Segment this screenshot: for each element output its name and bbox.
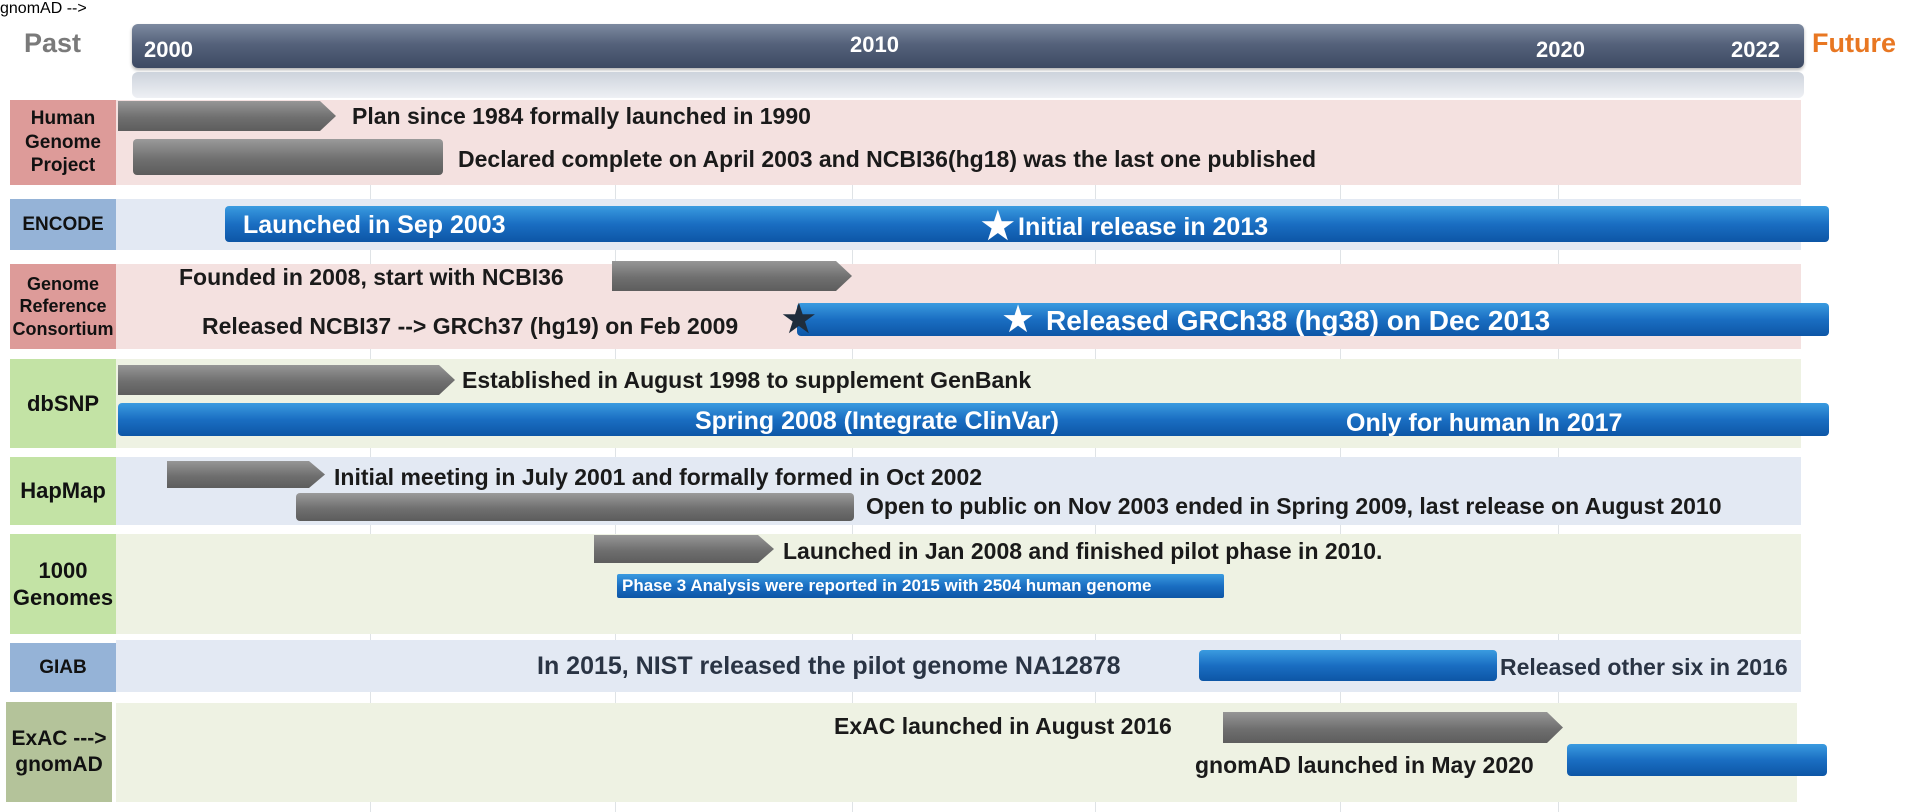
- timeline-arrow: [167, 461, 325, 488]
- gridline: [370, 100, 371, 812]
- year-label-2010: 2010: [850, 32, 899, 57]
- timeline-arrow: [118, 101, 336, 131]
- row-label-1000-genomes: 1000 Genomes: [10, 534, 116, 634]
- row-label-exac-gnomad: ExAC ---> gnomAD: [6, 702, 112, 802]
- event-text: Released other six in 2016: [1500, 654, 1788, 680]
- event-text: Launched in Sep 2003: [243, 211, 506, 239]
- star-icon: ★: [979, 202, 1017, 249]
- blue-period-bar: [617, 574, 1224, 598]
- gridline: [852, 100, 853, 812]
- year-label-2000: 2000: [144, 37, 193, 62]
- gridline: [1558, 100, 1559, 812]
- blue-period-bar: [1567, 744, 1827, 776]
- event-text: In 2015, NIST released the pilot genome …: [537, 652, 1121, 680]
- event-text: Spring 2008 (Integrate ClinVar): [695, 407, 1059, 435]
- row-label-giab: GIAB: [10, 643, 116, 692]
- event-text: Initial release in 2013: [1018, 213, 1269, 241]
- row-label-hgp: Human Genome Project: [10, 100, 116, 185]
- future-label: Future: [1812, 28, 1896, 58]
- star-icon: ★: [1001, 299, 1036, 341]
- gridline: [1095, 100, 1096, 812]
- row-label-dbsnp: dbSNP: [10, 359, 116, 448]
- past-label: Past: [24, 28, 82, 58]
- event-text: ExAC launched in August 2016: [834, 713, 1172, 739]
- row-label-hapmap: HapMap: [10, 457, 116, 525]
- row-band-giab: [116, 640, 1801, 692]
- year-label-2020: 2020: [1536, 37, 1585, 62]
- timeline-arrow: [594, 535, 774, 563]
- star-icon: ★: [780, 295, 818, 342]
- event-text: Established in August 1998 to supplement…: [462, 367, 1032, 393]
- event-text: Initial meeting in July 2001 and formall…: [334, 464, 983, 490]
- timeline-arrow: [118, 365, 455, 395]
- blue-period-bar: [1199, 650, 1497, 681]
- gray-period-bar: [296, 493, 854, 521]
- blue-period-bar: [225, 206, 1829, 242]
- gray-period-bar: [133, 139, 443, 175]
- event-text: Phase 3 Analysis were reported in 2015 w…: [622, 576, 1152, 595]
- event-text: Only for human In 2017: [1346, 409, 1623, 437]
- blue-period-bar: [118, 403, 1829, 436]
- event-text: Released NCBI37 --> GRCh37 (hg19) on Feb…: [202, 313, 739, 339]
- event-text: Released GRCh38 (hg38) on Dec 2013: [1046, 305, 1551, 336]
- row-label-encode: ENCODE: [10, 199, 116, 250]
- gridline: [615, 100, 616, 812]
- event-text: gnomAD launched in May 2020: [1195, 752, 1534, 778]
- timeline-arrow: [1223, 712, 1563, 743]
- gridline: [1340, 100, 1341, 812]
- timeline-axis-bar: [132, 24, 1804, 68]
- timeline-arrow: [612, 261, 852, 291]
- event-text: Plan since 1984 formally launched in 199…: [352, 103, 811, 129]
- event-text: Declared complete on April 2003 and NCBI…: [458, 146, 1317, 172]
- blue-period-bar: [797, 303, 1829, 336]
- event-text: Launched in Jan 2008 and finished pilot …: [783, 538, 1383, 564]
- row-label-grc: Genome Reference Consortium: [10, 264, 116, 349]
- event-text: Founded in 2008, start with NCBI36: [179, 264, 564, 290]
- year-label-2022: 2022: [1731, 37, 1780, 62]
- timeline-axis-shadow: [132, 72, 1804, 98]
- event-text: Open to public on Nov 2003 ended in Spri…: [866, 493, 1722, 519]
